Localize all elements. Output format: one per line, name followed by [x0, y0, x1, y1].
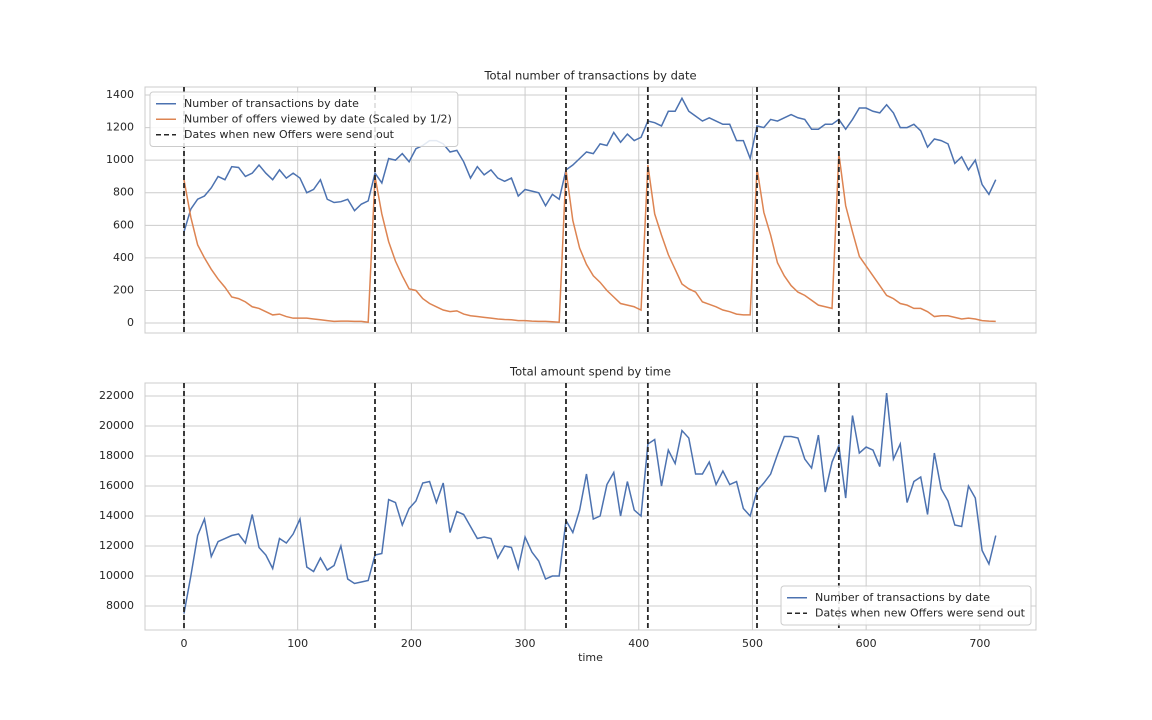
y-tick-label: 1200 — [106, 121, 134, 134]
legend-box — [149, 91, 459, 147]
y-tick-label: 12000 — [99, 539, 134, 552]
data-line — [183, 96, 997, 233]
chart-title: Total amount spend by time — [509, 365, 671, 379]
legend: Number of transactions by date Number of … — [149, 91, 459, 147]
y-tick-label: 1000 — [106, 153, 134, 166]
y-tick-label: 14000 — [99, 509, 134, 522]
x-tick-label: 300 — [515, 637, 536, 650]
y-tick-label: 200 — [113, 283, 134, 296]
data-line — [183, 153, 996, 324]
y-tick-label: 18000 — [99, 449, 134, 462]
x-tick-label: 100 — [287, 637, 308, 650]
legend-label: Number of offers viewed by date (Scaled … — [184, 112, 452, 125]
y-tick-label: 20000 — [99, 419, 134, 432]
y-tick-label: 800 — [113, 186, 134, 199]
y-tick-label: 10000 — [99, 569, 134, 582]
y-tick-label: 400 — [113, 251, 134, 264]
legend: Number of transactions by date Dates when… — [780, 585, 1032, 626]
y-tick-label: 600 — [113, 218, 134, 231]
x-tick-label: 700 — [969, 637, 990, 650]
x-axis-label: time — [578, 651, 603, 664]
y-tick-label: 22000 — [99, 389, 134, 402]
chart-title: Total number of transactions by date — [483, 69, 696, 83]
legend-label: Dates when new Offers were send out — [815, 606, 1026, 619]
y-tick-label: 0 — [127, 316, 134, 329]
legend-label: Dates when new Offers were send out — [184, 128, 395, 141]
x-tick-label: 200 — [401, 637, 422, 650]
y-tick-label: 1400 — [106, 88, 134, 101]
x-tick-label: 400 — [628, 637, 649, 650]
legend-box — [780, 585, 1032, 626]
x-tick-label: 0 — [180, 637, 187, 650]
data-line — [183, 392, 997, 614]
legend-label: Number of transactions by date — [815, 591, 990, 604]
y-tick-label: 16000 — [99, 479, 134, 492]
x-tick-label: 500 — [742, 637, 763, 650]
x-tick-label: 600 — [856, 637, 877, 650]
legend-label: Number of transactions by date — [184, 97, 359, 110]
y-tick-label: 8000 — [106, 599, 134, 612]
